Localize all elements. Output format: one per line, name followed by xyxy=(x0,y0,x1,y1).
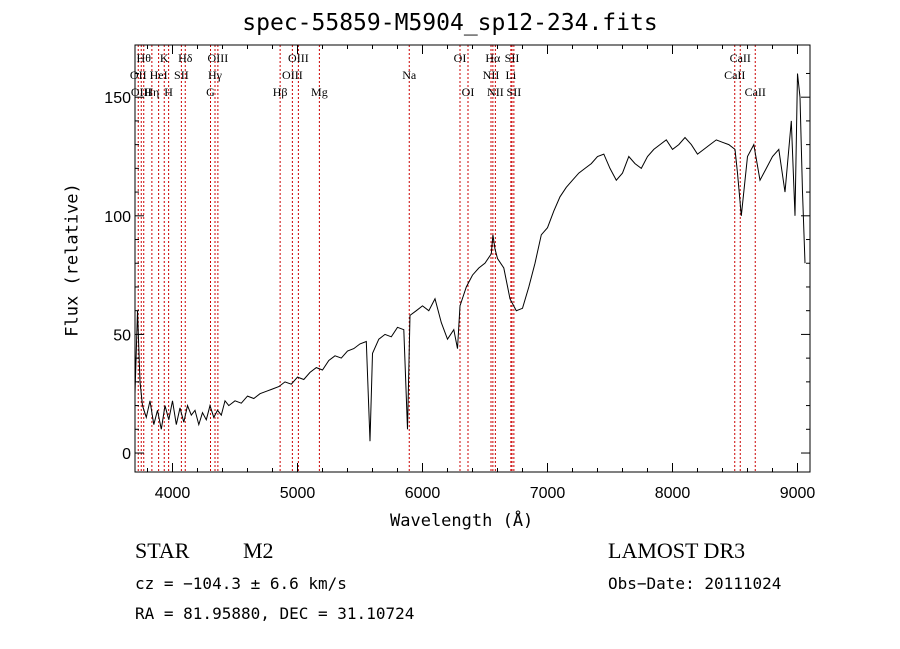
marker-label: Hβ xyxy=(273,85,288,99)
marker-label: Hα xyxy=(485,51,501,65)
x-axis-label: Wavelength (Å) xyxy=(390,511,534,531)
x-tick-label: 7000 xyxy=(530,485,566,502)
axis-ticks: 4000 5000 6000 7000 8000 9000 0 50 100 150 xyxy=(104,45,815,502)
survey-name: LAMOST DR3 xyxy=(608,538,746,563)
marker-label: Hη xyxy=(144,85,159,99)
flux-line xyxy=(134,73,806,442)
plot-frame xyxy=(134,44,811,473)
marker-label: Li xyxy=(506,68,517,82)
marker-label: SII xyxy=(507,85,522,99)
x-tick-label: 8000 xyxy=(655,485,691,502)
y-tick-label: 50 xyxy=(113,327,131,344)
cz-value: cz = −104.3 ± 6.6 km/s xyxy=(135,574,347,593)
marker-label: H xyxy=(164,85,173,99)
marker-label: SII xyxy=(174,68,189,82)
y-tick-label: 100 xyxy=(104,209,131,226)
marker-label: Hθ xyxy=(137,51,152,65)
marker-label: OIII xyxy=(131,85,152,99)
marker-label: G xyxy=(206,85,215,99)
star-class: STAR xyxy=(135,538,190,563)
x-tick-label: 5000 xyxy=(280,485,316,502)
x-tick-label: 6000 xyxy=(405,485,441,502)
marker-label: NII xyxy=(483,68,500,82)
chart-title: spec-55859-M5904_sp12-234.fits xyxy=(242,10,658,36)
y-axis-label: Flux (relative) xyxy=(62,183,83,337)
marker-label: OIII xyxy=(282,68,303,82)
line-marker-labels: OIIOIIIHθHηHeIKHSIIHδGHγOIIIHβOIIIOIIIMg… xyxy=(130,51,766,99)
y-tick-label: 150 xyxy=(104,90,131,107)
obs-date: Obs−Date: 20111024 xyxy=(608,574,782,593)
marker-label: CaII xyxy=(730,51,751,65)
marker-label: OIII xyxy=(288,51,309,65)
y-tick-label: 0 xyxy=(122,446,131,463)
star-subclass: M2 xyxy=(243,538,274,563)
marker-label: SII xyxy=(505,51,520,65)
marker-label: OIII xyxy=(208,51,229,65)
marker-label: Na xyxy=(402,68,417,82)
marker-label: CaII xyxy=(724,68,745,82)
ra-dec: RA = 81.95880, DEC = 31.10724 xyxy=(135,604,415,623)
marker-label: CaII xyxy=(745,85,766,99)
x-tick-label: 4000 xyxy=(155,485,191,502)
marker-label: HeI xyxy=(150,68,168,82)
marker-label: NII xyxy=(487,85,504,99)
x-tick-label: 9000 xyxy=(780,485,816,502)
line-markers xyxy=(137,45,756,472)
marker-label: OII xyxy=(130,68,147,82)
marker-label: K xyxy=(160,51,169,65)
marker-label: OI xyxy=(462,85,475,99)
marker-label: Mg xyxy=(311,85,328,99)
marker-label: OI xyxy=(454,51,467,65)
marker-label: Hγ xyxy=(208,68,223,82)
marker-label: Hδ xyxy=(178,51,193,65)
